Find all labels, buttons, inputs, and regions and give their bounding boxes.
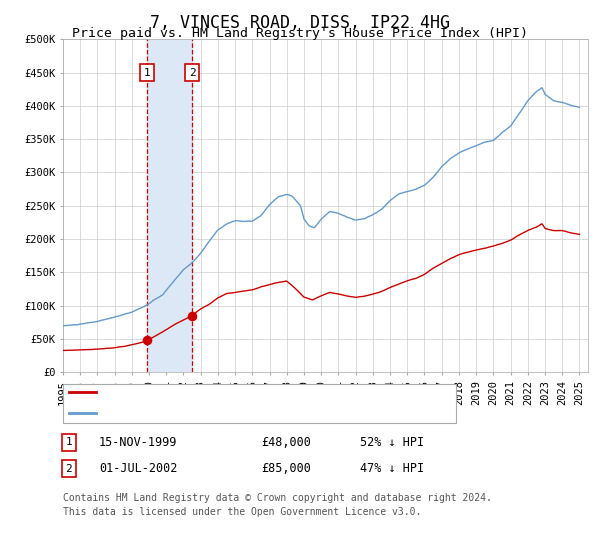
Point xyxy=(187,311,197,320)
Text: 47% ↓ HPI: 47% ↓ HPI xyxy=(360,462,424,475)
Text: HPI: Average price, detached house, South Norfolk: HPI: Average price, detached house, Sout… xyxy=(102,407,451,420)
Point xyxy=(142,336,152,345)
Text: 01-JUL-2002: 01-JUL-2002 xyxy=(99,462,178,475)
Text: 1: 1 xyxy=(65,437,73,447)
Text: £85,000: £85,000 xyxy=(261,462,311,475)
Text: 2: 2 xyxy=(65,464,73,474)
Text: £48,000: £48,000 xyxy=(261,436,311,449)
Text: 15-NOV-1999: 15-NOV-1999 xyxy=(99,436,178,449)
Text: 1: 1 xyxy=(143,68,150,77)
Text: Price paid vs. HM Land Registry's House Price Index (HPI): Price paid vs. HM Land Registry's House … xyxy=(72,27,528,40)
Text: 52% ↓ HPI: 52% ↓ HPI xyxy=(360,436,424,449)
Text: This data is licensed under the Open Government Licence v3.0.: This data is licensed under the Open Gov… xyxy=(63,507,421,517)
Text: Contains HM Land Registry data © Crown copyright and database right 2024.: Contains HM Land Registry data © Crown c… xyxy=(63,493,492,503)
Bar xyxy=(147,39,192,372)
Text: 2: 2 xyxy=(189,68,196,77)
Text: 7, VINCES ROAD, DISS, IP22 4HG: 7, VINCES ROAD, DISS, IP22 4HG xyxy=(150,14,450,32)
Text: 7, VINCES ROAD, DISS, IP22 4HG (detached house): 7, VINCES ROAD, DISS, IP22 4HG (detached… xyxy=(102,385,437,399)
